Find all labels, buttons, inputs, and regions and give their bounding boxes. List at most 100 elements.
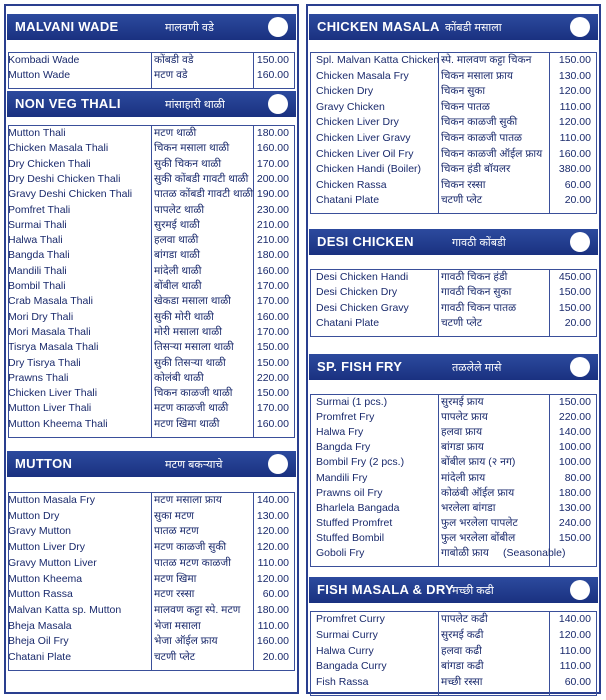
- item-name-marathi: चिकन काळजी ऑईल फ्राय: [441, 147, 543, 160]
- item-name: Crab Masala Thali: [8, 295, 94, 308]
- item-name-marathi: मटण वडे: [154, 69, 188, 81]
- item-name: Desi Chicken Dry: [316, 286, 398, 299]
- item-name: Fish Rassa: [316, 676, 369, 688]
- item-name: Prawns oil Fry: [316, 486, 383, 499]
- item-name: Promfret Fry: [316, 411, 375, 424]
- section-icon: [268, 17, 288, 37]
- item-name: Gravy Deshi Chicken Thali: [8, 188, 133, 201]
- item-name-marathi: फुल भरलेला पापलेट: [441, 516, 518, 529]
- item-name-marathi: मटण रस्सा: [154, 588, 195, 601]
- item-name-marathi: पापलेट कढी: [441, 613, 488, 625]
- item-price: 160.00: [256, 142, 289, 155]
- item-price: 220.00: [256, 371, 289, 384]
- item-price: 200.00: [256, 172, 289, 185]
- item-name: Desi Chicken Gravy: [316, 301, 409, 314]
- item-name: Dry Tisrya Thali: [8, 356, 81, 369]
- item-name: Bangda Fry: [316, 441, 371, 454]
- item-price: 110.00: [257, 619, 289, 632]
- section-icon: [570, 232, 590, 252]
- item-price: 170.00: [256, 157, 289, 170]
- item-name-marathi: पातळ मटण: [154, 525, 199, 538]
- item-name-marathi: चिकन सुका: [441, 85, 486, 98]
- item-name-marathi: स्पे. मालवण कट्टा चिकन: [441, 54, 532, 66]
- item-price: 170.00: [256, 280, 289, 292]
- item-name-marathi: तिसऱ्या मसाला थाळी: [154, 341, 234, 354]
- item-price: 130.00: [256, 509, 289, 522]
- item-price: 20.00: [564, 194, 591, 207]
- item-name-marathi: मटण काळजी सुकी: [154, 541, 227, 554]
- item-name-marathi: चिकन रस्सा: [441, 178, 486, 191]
- item-name-marathi: चटणी प्लेट: [441, 316, 483, 329]
- item-name: Chicken Liver Gravy: [316, 132, 411, 144]
- column-divider: [549, 395, 550, 566]
- item-name-marathi: गावठी चिकन पातळ: [441, 301, 517, 314]
- item-name: Goboli Fry: [316, 547, 365, 559]
- item-price: 120.00: [256, 572, 289, 585]
- item-price: 140.00: [558, 426, 591, 439]
- section-title: CHICKEN MASALA: [317, 19, 440, 34]
- item-name: Bharlela Bangada: [316, 501, 400, 514]
- item-price: 100.00: [558, 456, 591, 469]
- item-name: Halwa Thali: [8, 234, 63, 247]
- menu-table: [8, 492, 295, 671]
- item-name: Mandili Thali: [8, 264, 67, 277]
- item-name: Mutton Kheema: [8, 572, 83, 585]
- item-name: Bheja Oil Fry: [8, 635, 69, 648]
- item-price: 170.00: [256, 295, 289, 308]
- item-name-marathi: भेजा ऑईल फ्राय: [154, 635, 218, 648]
- section-title: FISH MASALA & DRY: [317, 582, 455, 597]
- column-divider: [253, 126, 254, 437]
- item-price: 140.00: [558, 613, 591, 625]
- item-name-marathi: बांगडा थाळी: [154, 249, 201, 262]
- item-name-marathi: कोळंबी ऑईल फ्राय: [441, 486, 515, 499]
- section-title-marathi: गावठी कोंबडी: [452, 237, 506, 249]
- item-name: Bombil Fry (2 pcs.): [316, 456, 405, 469]
- item-name-marathi: भेजा मसाला: [154, 619, 201, 632]
- section-header: CHICKEN MASALA कोंबडी मसाला: [309, 14, 598, 40]
- item-name: Tisrya Masala Thali: [8, 341, 99, 354]
- section-title: DESI CHICKEN: [317, 234, 414, 249]
- item-price: 240.00: [558, 516, 591, 529]
- item-name: Chicken Liver Dry: [316, 116, 399, 129]
- section-header: MALVANI WADE मालवणी वडे: [7, 14, 296, 40]
- item-price: 180.00: [256, 603, 289, 616]
- item-name-marathi: बोंबील थाळी: [154, 280, 202, 292]
- column-divider: [549, 53, 550, 214]
- item-name-marathi: चिकन पातळ: [441, 100, 490, 113]
- menu-table: [310, 52, 597, 215]
- item-name: Mutton Liver Thali: [8, 402, 92, 415]
- item-name: Mutton Kheema Thali: [8, 417, 108, 430]
- item-price: 160.00: [256, 310, 289, 323]
- item-name-marathi: मच्छी रस्सा: [441, 676, 483, 688]
- section-title: MUTTON: [15, 456, 73, 471]
- item-name: Stuffed Promfret: [316, 516, 393, 529]
- item-price: 120.00: [558, 85, 591, 98]
- section-title-marathi: मच्छी कढी: [452, 585, 494, 597]
- item-price: 190.00: [256, 188, 289, 201]
- item-name: Chicken Handi (Boiler): [316, 163, 422, 176]
- item-name: Gravy Mutton: [8, 525, 72, 538]
- item-name: Bheja Masala: [8, 619, 72, 632]
- item-name: Mutton Liver Dry: [8, 541, 86, 554]
- item-name-marathi: भरलेला बांगडा: [441, 501, 496, 514]
- item-name: Kombadi Wade: [8, 54, 80, 66]
- item-name: Chicken Liver Thali: [8, 387, 98, 400]
- item-price: 160.00: [256, 264, 289, 277]
- section-header: FISH MASALA & DRY मच्छी कढी: [309, 577, 598, 603]
- section-header: MUTTON मटण बकऱ्याचे: [7, 451, 296, 477]
- section-icon: [570, 17, 590, 37]
- item-name: Halwa Fry: [316, 426, 364, 439]
- item-name-marathi: चिकन काळजी सुकी: [441, 116, 518, 129]
- item-price: 230.00: [256, 203, 289, 216]
- item-name: Prawns Thali: [8, 371, 69, 384]
- item-name: Mutton Wade: [8, 69, 71, 81]
- item-name: Halwa Curry: [316, 644, 374, 657]
- section-title-marathi: मांसाहारी थाळी: [165, 99, 225, 111]
- item-name: Promfret Curry: [316, 613, 385, 625]
- item-name: Chicken Masala Fry: [316, 69, 409, 82]
- menu-table: [310, 611, 597, 696]
- column-divider: [549, 270, 550, 336]
- column-divider: [151, 126, 152, 437]
- section-header: SP. FISH FRY तळलेले मासे: [309, 354, 598, 380]
- column-divider: [549, 612, 550, 695]
